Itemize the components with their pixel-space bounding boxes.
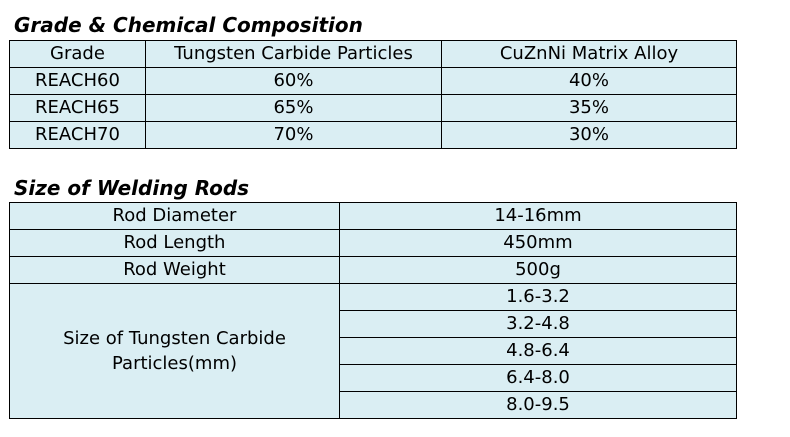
table-row: 3.2-4.8 bbox=[10, 310, 737, 338]
particle-size-value: 6.4-8.0 bbox=[339, 364, 737, 392]
tungsten-carbide-cell: 70% bbox=[145, 121, 442, 149]
matrix-alloy-cell: 40% bbox=[441, 67, 737, 95]
table-row: Rod Length 450mm bbox=[9, 229, 737, 257]
matrix-alloy-cell: 30% bbox=[441, 121, 737, 149]
property-label: Rod Diameter bbox=[9, 202, 340, 230]
grade-cell: REACH70 bbox=[9, 121, 146, 149]
table-row: REACH70 70% 30% bbox=[9, 121, 737, 149]
table-row: Size of Tungsten Carbide Particles(mm) 1… bbox=[9, 283, 737, 419]
grade-composition-title: Grade & Chemical Composition bbox=[14, 13, 363, 37]
property-value: 500g bbox=[339, 256, 737, 284]
particle-size-label-line2: Particles(mm) bbox=[112, 353, 237, 374]
grade-composition-table: Grade Tungsten Carbide Particles CuZnNi … bbox=[9, 40, 737, 149]
tungsten-carbide-cell: 60% bbox=[145, 67, 442, 95]
property-label: Rod Weight bbox=[9, 256, 340, 284]
particle-size-value: 8.0-9.5 bbox=[339, 391, 737, 419]
particle-size-label-line1: Size of Tungsten Carbide bbox=[63, 328, 286, 349]
header-grade: Grade bbox=[9, 40, 146, 68]
particle-size-value: 1.6-3.2 bbox=[339, 283, 737, 311]
property-label: Rod Length bbox=[9, 229, 340, 257]
matrix-alloy-cell: 35% bbox=[441, 94, 737, 122]
welding-rod-size-title: Size of Welding Rods bbox=[14, 176, 250, 200]
particle-size-value: 3.2-4.8 bbox=[339, 310, 737, 338]
table-row: REACH65 65% 35% bbox=[9, 94, 737, 122]
header-tungsten-carbide: Tungsten Carbide Particles bbox=[145, 40, 442, 68]
table-header-row: Grade Tungsten Carbide Particles CuZnNi … bbox=[9, 40, 737, 68]
tungsten-carbide-cell: 65% bbox=[145, 94, 442, 122]
table-row: 8.0-9.5 bbox=[10, 391, 737, 419]
header-matrix-alloy: CuZnNi Matrix Alloy bbox=[441, 40, 737, 68]
table-row: REACH60 60% 40% bbox=[9, 67, 737, 95]
table-row: Rod Weight 500g bbox=[9, 256, 737, 284]
particle-size-label: Size of Tungsten Carbide Particles(mm) bbox=[9, 283, 340, 419]
particle-size-value: 4.8-6.4 bbox=[339, 337, 737, 365]
welding-rod-size-table: Rod Diameter 14-16mm Rod Length 450mm Ro… bbox=[9, 202, 737, 419]
grade-cell: REACH65 bbox=[9, 94, 146, 122]
grade-cell: REACH60 bbox=[9, 67, 146, 95]
property-value: 450mm bbox=[339, 229, 737, 257]
table-row: 4.8-6.4 bbox=[10, 337, 737, 365]
property-value: 14-16mm bbox=[339, 202, 737, 230]
table-row: Rod Diameter 14-16mm bbox=[9, 202, 737, 230]
